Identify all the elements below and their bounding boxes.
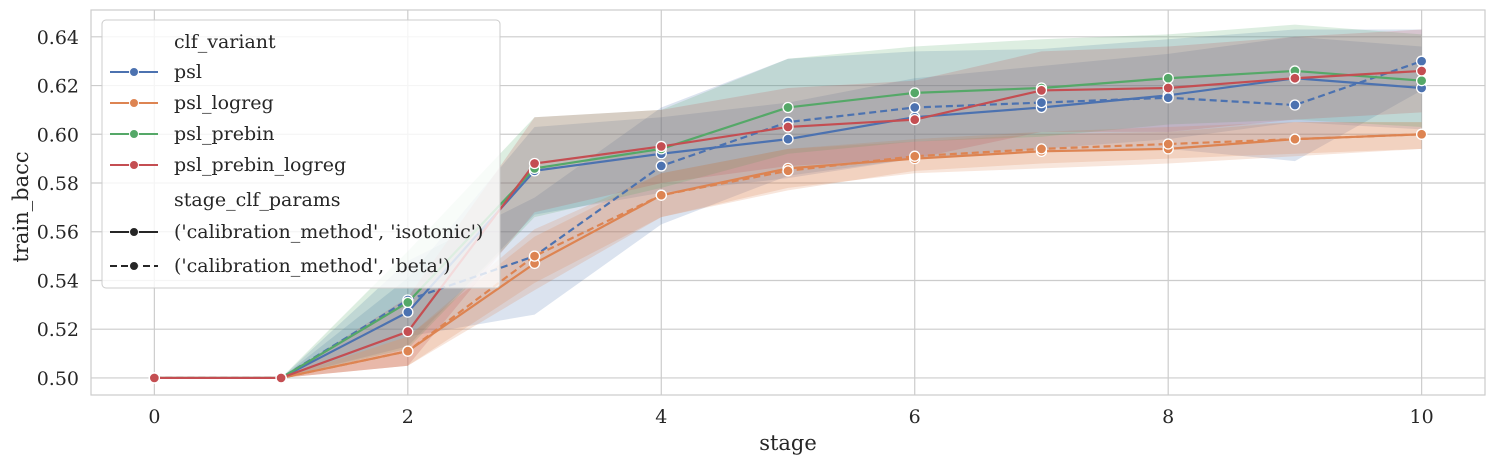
data-point-psl_prebin_logreg: [402, 325, 414, 338]
data-point-psl_prebin: [909, 87, 921, 99]
ci-band-psl_prebin-isotonic: [154, 24, 1422, 378]
ci-band-psl_logreg-beta: [154, 122, 1422, 378]
data-point-psl_logreg: [1162, 138, 1174, 150]
x-tick-label: 6: [909, 406, 921, 428]
legend-marker-psl: [129, 67, 139, 77]
legend-label-psl: psl: [174, 61, 202, 83]
data-point-psl_prebin: [402, 296, 414, 309]
data-point-psl_logreg: [528, 250, 541, 262]
data-point-psl_logreg: [909, 150, 921, 162]
y-tick-label: 0.64: [37, 27, 79, 49]
tick-labels: 0 2 4 6 8 10 0.50 0.52 0.54 0.56 0.58 0.60 0.62 0.64: [37, 27, 1434, 428]
data-point-psl_prebin_logreg: [1289, 72, 1301, 84]
data-point-psl_logreg: [1415, 128, 1428, 140]
data-point-psl_prebin_logreg: [528, 157, 541, 170]
data-point-psl: [1162, 92, 1174, 104]
legend-hue-entries: psl psl_logreg psl_prebin psl_prebin_logreg: [110, 61, 346, 176]
x-axis-label: stage: [759, 431, 817, 455]
legend-marker-psl_logreg: [129, 98, 139, 108]
y-tick-label: 0.58: [37, 173, 79, 195]
legend-box: [101, 19, 501, 289]
legend-marker-psl_prebin_logreg: [129, 160, 139, 170]
data-point-psl: [1415, 55, 1428, 67]
ci-band-psl-beta: [154, 29, 1422, 378]
data-point-psl_prebin_logreg: [655, 140, 667, 153]
x-tick-label: 0: [148, 406, 160, 428]
data-point-psl_logreg: [1289, 133, 1301, 145]
series-markers: [148, 55, 1428, 384]
data-point-psl_logreg: [655, 189, 667, 201]
x-tick-label: 8: [1162, 406, 1174, 428]
ci-band-psl-isotonic: [154, 36, 1422, 378]
legend-style-dashed-label: ('calibration_method', 'beta'): [174, 255, 450, 277]
x-tick-label: 10: [1410, 406, 1434, 428]
ci-band-psl_prebin_logreg-isotonic: [154, 29, 1422, 378]
legend: clf_variant stage_clf_params ('calibrati…: [101, 19, 501, 289]
y-tick-label: 0.54: [37, 270, 79, 292]
data-point-psl_prebin_logreg: [1162, 82, 1174, 94]
y-axis-label: train_bacc: [9, 151, 33, 262]
y-tick-label: 0.62: [37, 76, 79, 98]
data-point-psl_logreg: [402, 345, 414, 357]
data-point-psl_prebin_logreg: [1035, 84, 1048, 97]
data-point-psl_prebin_logreg: [275, 372, 287, 384]
legend-marker-psl_prebin: [129, 129, 139, 139]
legend-label-psl_prebin: psl_prebin: [174, 123, 274, 145]
data-point-psl: [782, 133, 794, 145]
data-point-psl_prebin_logreg: [909, 114, 921, 126]
ci-band-psl_logreg-isotonic: [154, 122, 1422, 378]
data-point-psl_prebin_logreg: [782, 121, 794, 133]
legend-label-psl_prebin_logreg: psl_prebin_logreg: [174, 154, 346, 176]
data-point-psl: [1289, 99, 1301, 111]
data-point-psl_prebin: [782, 101, 794, 114]
data-point-psl_prebin_logreg: [148, 372, 161, 384]
data-point-psl: [655, 160, 667, 172]
data-point-psl_prebin: [1162, 72, 1174, 84]
y-tick-label: 0.60: [37, 124, 79, 146]
x-tick-label: 2: [402, 406, 414, 428]
legend-label-psl_logreg: psl_logreg: [174, 92, 274, 114]
x-tick-label: 4: [655, 406, 667, 428]
confidence-bands: [154, 24, 1422, 378]
legend-style-solid-marker: [129, 227, 139, 237]
legend-hue-title: clf_variant: [174, 31, 276, 53]
y-tick-label: 0.52: [37, 319, 79, 341]
legend-style-solid-label: ('calibration_method', 'isotonic'): [174, 221, 483, 243]
data-point-psl_logreg: [782, 165, 794, 177]
legend-style-dashed-marker: [129, 261, 139, 271]
y-tick-label: 0.56: [37, 222, 79, 244]
data-point-psl: [909, 101, 921, 114]
data-point-psl_prebin_logreg: [1415, 65, 1428, 77]
data-point-psl_prebin: [1415, 75, 1428, 87]
y-tick-label: 0.50: [37, 368, 79, 390]
data-point-psl: [402, 306, 414, 318]
legend-style-title: stage_clf_params: [174, 189, 341, 211]
plot-frame: [90, 9, 1486, 396]
data-point-psl: [1035, 96, 1048, 109]
data-point-psl_logreg: [1035, 143, 1048, 155]
